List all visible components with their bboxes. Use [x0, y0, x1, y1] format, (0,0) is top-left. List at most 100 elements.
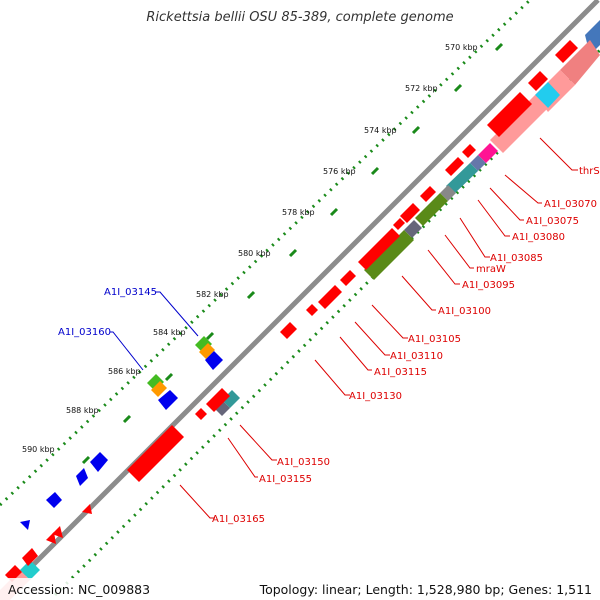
gene-arrow[interactable]	[205, 351, 223, 370]
gene-arrow[interactable]	[199, 343, 215, 359]
callout-line	[179, 484, 215, 519]
gene-label[interactable]: A1I_03075	[526, 216, 579, 227]
reverse-tick-track	[53, 48, 600, 597]
callout-line	[354, 321, 390, 356]
gene-label[interactable]: A1I_03110	[390, 351, 443, 362]
scale-tick	[81, 455, 91, 465]
gene-label[interactable]: A1I_03115	[374, 367, 427, 378]
scale-tick	[329, 207, 339, 217]
gene-arrow[interactable]	[52, 526, 63, 538]
gene-arrow[interactable]	[490, 95, 548, 153]
gene-arrow[interactable]	[280, 322, 297, 339]
gene-arrow[interactable]	[364, 230, 414, 280]
gene-arrow[interactable]	[151, 381, 167, 397]
scale-tick	[164, 372, 174, 382]
scale-tick	[494, 42, 504, 52]
gene-arrow[interactable]	[393, 218, 405, 230]
callout-line	[155, 291, 199, 337]
red-genes	[5, 40, 578, 582]
gene-arrow[interactable]	[478, 143, 498, 163]
gene-arrow[interactable]	[340, 270, 356, 286]
scale-label: 586 kbp	[108, 367, 141, 376]
gene-arrow[interactable]	[76, 468, 88, 486]
gene-arrow[interactable]	[358, 228, 400, 270]
scale-label: 574 kbp	[364, 126, 397, 135]
scale-tick	[122, 414, 132, 424]
gene-arrow[interactable]	[127, 425, 184, 482]
gene-arrow[interactable]	[82, 504, 92, 514]
gene-label[interactable]: A1I_03095	[462, 280, 515, 291]
callout-line	[504, 174, 542, 204]
gene-arrow[interactable]	[195, 408, 207, 420]
map-title: Rickettsia bellii OSU 85-389, complete g…	[146, 10, 454, 25]
callout-line	[339, 336, 372, 371]
gene-label[interactable]: A1I_03105	[408, 334, 461, 345]
callout-line	[427, 249, 460, 285]
reverse-callouts	[179, 137, 578, 519]
gene-arrow[interactable]	[462, 144, 476, 158]
gene-arrow[interactable]	[404, 220, 422, 238]
gene-arrow[interactable]	[22, 548, 38, 566]
callout-line	[401, 275, 436, 311]
gene-arrow[interactable]	[20, 520, 30, 530]
gene-arrow[interactable]	[446, 163, 478, 194]
scale-label: 590 kbp	[22, 445, 55, 454]
gene-arrow[interactable]	[528, 71, 548, 91]
gene-arrow[interactable]	[5, 565, 22, 582]
gene-arrow[interactable]	[46, 532, 56, 544]
gene-arrow[interactable]	[147, 374, 164, 391]
scale-tick	[288, 248, 298, 258]
gene-arrow[interactable]	[555, 40, 578, 63]
map-footer: Accession: NC_009883 Topology: linear; L…	[0, 578, 600, 600]
gene-label[interactable]: A1I_03145	[104, 287, 157, 298]
gene-arrow[interactable]	[560, 40, 600, 85]
gene-arrow[interactable]	[420, 186, 436, 202]
callout-line	[227, 437, 258, 478]
gene-arrow[interactable]	[195, 336, 212, 353]
gene-label[interactable]: thrS	[579, 166, 600, 177]
scale-label: 572 kbp	[405, 84, 438, 93]
gene-arrow[interactable]	[46, 492, 62, 508]
gene-label[interactable]: A1I_03150	[277, 457, 330, 468]
scale-tick	[411, 125, 421, 135]
gene-arrow[interactable]	[445, 157, 464, 176]
gene-label[interactable]: A1I_03070	[544, 199, 597, 210]
callout-line	[539, 137, 578, 171]
gene-arrow[interactable]	[20, 560, 40, 580]
callout-line	[489, 187, 524, 221]
callout-line	[314, 359, 350, 396]
gene-arrow[interactable]	[318, 285, 342, 309]
gene-label[interactable]: A1I_03155	[259, 474, 312, 485]
callout-line	[110, 331, 144, 371]
scale-tick	[205, 331, 215, 341]
gene-arrow[interactable]	[90, 452, 108, 472]
gene-label[interactable]: A1I_03130	[349, 391, 402, 402]
scale-tick	[370, 166, 380, 176]
gene-label[interactable]: A1I_03080	[512, 232, 565, 243]
scale-label: 580 kbp	[238, 249, 271, 258]
callout-line	[459, 217, 490, 258]
gene-arrow[interactable]	[535, 82, 560, 108]
scale-label: 588 kbp	[66, 406, 99, 415]
callout-line	[239, 424, 277, 461]
scale-label: 578 kbp	[282, 208, 315, 217]
scale-label: 582 kbp	[196, 290, 229, 299]
gene-label[interactable]: A1I_03165	[212, 514, 265, 525]
gene-arrow[interactable]	[206, 388, 230, 412]
gene-arrow[interactable]	[306, 304, 318, 316]
reverse-strand-genes	[0, 20, 600, 600]
accession-text: Accession: NC_009883	[8, 582, 151, 597]
gene-arrow[interactable]	[400, 203, 420, 223]
forward-callouts	[110, 291, 199, 371]
gene-label[interactable]: A1I_03100	[438, 306, 491, 317]
gene-label[interactable]: A1I_03085	[490, 253, 543, 264]
gene-arrow[interactable]	[415, 193, 448, 226]
gene-arrow[interactable]	[487, 92, 532, 137]
gene-arrow[interactable]	[158, 390, 178, 410]
gene-arrow[interactable]	[222, 390, 240, 408]
gene-label[interactable]: A1I_03160	[58, 327, 111, 338]
gene-label[interactable]: mraW	[476, 264, 506, 275]
